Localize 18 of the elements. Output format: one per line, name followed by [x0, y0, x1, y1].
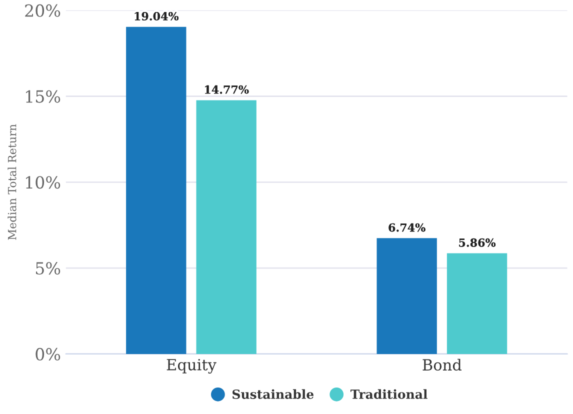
y-tick-label: 20%	[25, 4, 60, 17]
y-tick-label: 5%	[36, 262, 60, 275]
data-label: 19.04%	[134, 12, 179, 20]
bar	[446, 253, 508, 354]
data-label: 5.86%	[459, 238, 496, 247]
legend-label: Traditional	[350, 389, 428, 399]
y-tick-label: 0%	[36, 348, 60, 361]
legend-label: Sustainable	[232, 389, 314, 399]
y-axis-title: Median Total Return	[8, 124, 16, 240]
x-tick-label: Equity	[166, 358, 216, 374]
bar	[196, 100, 256, 354]
bar	[376, 238, 437, 354]
data-label: 6.74%	[388, 223, 426, 232]
y-tick-label: 15%	[26, 90, 60, 103]
y-tick-label: 10%	[26, 176, 60, 189]
data-label: 14.77%	[205, 85, 249, 94]
bar	[126, 26, 186, 354]
x-tick-label: Bond	[422, 358, 462, 371]
